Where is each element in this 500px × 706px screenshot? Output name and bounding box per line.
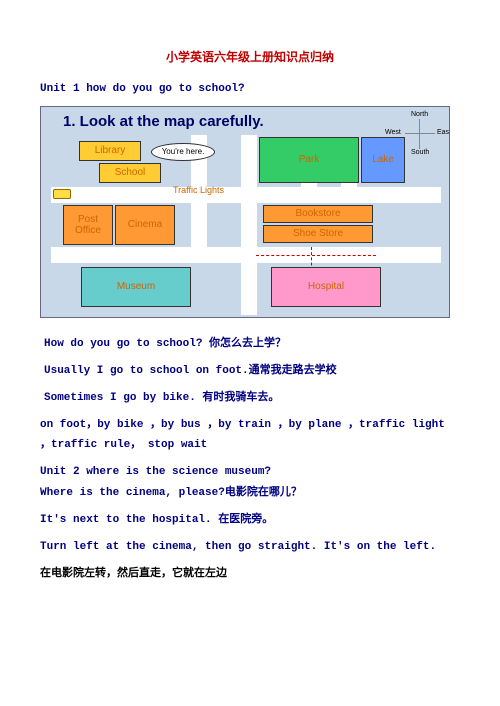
text-line: How do you go to school? 你怎么去上学？ [44, 334, 460, 355]
building-lake: Lake [361, 137, 405, 183]
building-bookstore: Bookstore [263, 205, 373, 223]
text-line: Usually I go to school on foot.通常我走路去学校 [44, 361, 460, 382]
unit1-heading: Unit 1 how do you go to school? [40, 79, 460, 100]
unit2-heading: Unit 2 where is the science museum? [40, 462, 460, 483]
map-heading: 1. Look at the map carefully. [63, 113, 264, 130]
text-line: Where is the cinema, please?电影院在哪儿？ [40, 483, 460, 504]
building-school: School [99, 163, 161, 183]
page-title: 小学英语六年级上册知识点归纳 [40, 48, 460, 65]
text-line: Sometimes I go by bike. 有时我骑车去。 [44, 388, 460, 409]
map-illustration: 1. Look at the map carefully. North Sout… [40, 106, 450, 318]
traffic-lights-label: Traffic Lights [173, 185, 224, 195]
car-icon [53, 189, 71, 199]
text-line: 在电影院左转，然后直走，它就在左边 [40, 564, 460, 585]
text-line: on foot，by bike ，by bus ，by train ，by pl… [40, 415, 460, 457]
text-line: It's next to the hospital. 在医院旁。 [40, 510, 460, 531]
speech-bubble: You're here. [151, 143, 215, 161]
building-hospital: Hospital [271, 267, 381, 307]
road-dashed [256, 255, 376, 256]
building-cinema: Cinema [115, 205, 175, 245]
building-library: Library [79, 141, 141, 161]
road [241, 135, 257, 315]
building-post-office: Post Office [63, 205, 113, 245]
building-museum: Museum [81, 267, 191, 307]
text-line: Turn left at the cinema, then go straigh… [40, 537, 460, 558]
building-park: Park [259, 137, 359, 183]
building-shoe-store: Shoe Store [263, 225, 373, 243]
